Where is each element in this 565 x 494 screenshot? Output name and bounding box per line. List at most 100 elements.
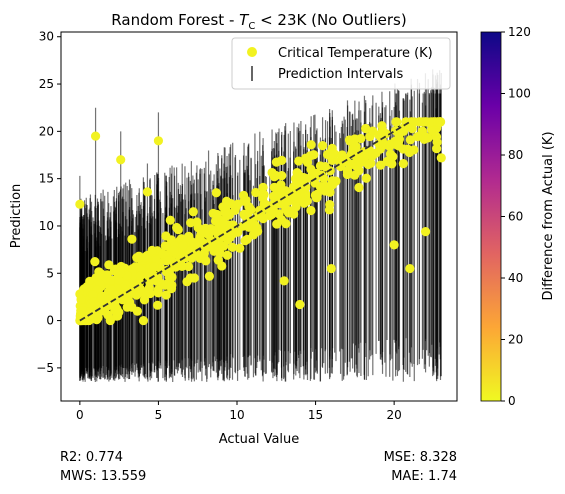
colorbar-tick-label: 20	[508, 333, 523, 347]
legend-box	[231, 37, 451, 90]
data-point	[271, 157, 282, 167]
data-point	[345, 136, 355, 146]
data-point	[363, 159, 373, 170]
y-axis-label: Prediction	[9, 184, 24, 249]
data-point	[222, 250, 232, 260]
data-point	[258, 214, 268, 224]
data-point	[153, 288, 163, 298]
data-point	[177, 261, 187, 271]
data-point	[201, 256, 211, 266]
data-point	[111, 290, 121, 300]
data-point	[299, 197, 309, 207]
data-point	[292, 168, 302, 178]
data-point	[161, 290, 171, 300]
data-point	[178, 240, 188, 250]
data-point	[268, 207, 278, 217]
data-point	[138, 315, 149, 326]
data-point	[269, 182, 279, 192]
data-point	[435, 117, 446, 127]
data-point	[320, 181, 331, 191]
data-point	[88, 290, 98, 300]
data-point	[242, 234, 252, 245]
mws-stat: MWS: 13.559	[60, 469, 147, 484]
data-point	[139, 295, 150, 305]
legend-label-prediction-intervals: Prediction Intervals	[278, 67, 403, 82]
data-point	[212, 209, 222, 220]
y-tick-label: 15	[39, 172, 54, 186]
data-point	[172, 222, 182, 233]
mae-stat: MAE: 1.74	[391, 469, 457, 484]
data-point	[351, 142, 361, 152]
data-point	[127, 234, 137, 244]
data-point	[106, 275, 116, 285]
y-tick-label: 30	[39, 30, 54, 44]
y-tick-label: 10	[39, 219, 54, 233]
data-point	[185, 273, 195, 283]
colorbar: 0 20 40 60 80 100 120 Difference from Actual (…	[480, 25, 556, 408]
data-point	[354, 182, 364, 193]
data-point	[295, 299, 305, 310]
data-point	[208, 226, 218, 236]
r2-stat: R2: 0.774	[60, 450, 124, 465]
colorbar-tick-label: 40	[508, 271, 523, 285]
data-point	[276, 186, 287, 196]
data-point	[75, 199, 85, 209]
data-point	[127, 302, 137, 312]
legend-marker-critical-temperature	[247, 47, 257, 57]
data-point	[268, 191, 279, 201]
data-point	[409, 117, 419, 127]
data-point	[153, 300, 163, 310]
data-point	[90, 257, 100, 267]
data-point	[197, 237, 207, 247]
data-point	[409, 145, 419, 155]
data-point	[325, 151, 335, 161]
data-point	[271, 170, 281, 181]
data-point	[188, 207, 198, 217]
data-point	[195, 225, 206, 235]
chart-title: Random Forest - TC < 23K (No Outliers)	[111, 11, 406, 32]
data-point	[153, 272, 163, 283]
data-point	[147, 245, 157, 255]
data-point	[208, 237, 218, 248]
data-point	[306, 205, 316, 216]
data-point	[135, 271, 146, 281]
data-point	[241, 195, 251, 205]
data-point	[221, 196, 232, 206]
data-point	[94, 270, 104, 281]
data-point	[398, 159, 408, 169]
data-point	[405, 263, 415, 274]
data-point	[127, 287, 137, 297]
data-point	[431, 132, 441, 142]
data-point	[361, 173, 371, 183]
legend-label-critical-temperature: Critical Temperature (K)	[278, 46, 433, 61]
data-point	[337, 150, 347, 160]
data-point	[327, 176, 337, 186]
data-point	[361, 123, 371, 134]
data-point	[324, 205, 335, 215]
colorbar-ticks: 0 20 40 60 80 100 120	[501, 25, 531, 408]
data-point	[133, 253, 143, 263]
data-point	[165, 215, 175, 225]
data-point	[142, 187, 153, 197]
data-point	[377, 121, 387, 131]
data-point	[233, 227, 243, 237]
data-point	[356, 157, 366, 168]
data-point	[405, 135, 415, 145]
data-point	[217, 261, 227, 271]
data-point	[305, 151, 316, 161]
data-point	[258, 182, 268, 192]
data-point	[120, 280, 131, 290]
data-point	[394, 130, 404, 140]
data-point	[310, 190, 321, 200]
data-point	[135, 284, 146, 294]
x-tick-label: 20	[387, 408, 402, 422]
data-point	[149, 262, 159, 272]
data-point	[279, 276, 289, 286]
data-point	[320, 161, 330, 172]
data-point	[97, 291, 107, 301]
data-point	[374, 130, 384, 140]
data-point	[245, 203, 255, 214]
x-axis-ticks: 0 5 10 15 20	[76, 401, 402, 422]
data-point	[204, 271, 214, 281]
x-tick-label: 15	[308, 408, 323, 422]
